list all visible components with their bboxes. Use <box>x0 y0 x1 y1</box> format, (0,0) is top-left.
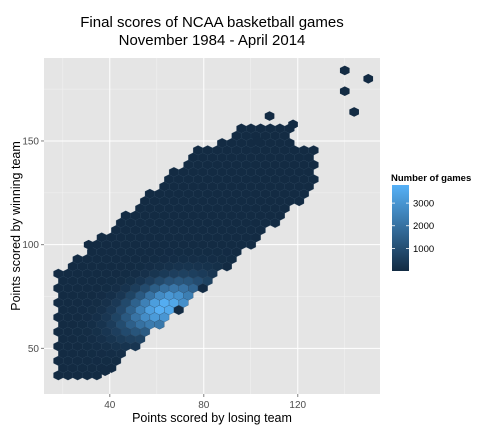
hexbin-outlier-cell <box>100 366 110 377</box>
axis-ticks: 40 80 120 50 100 150 <box>22 136 306 411</box>
legend-tick-label: 3000 <box>413 199 434 210</box>
legend-title: Number of games <box>391 173 471 184</box>
hexbin-cell <box>308 145 319 156</box>
legend-colorbar <box>392 185 409 271</box>
y-axis-title: Points scored by winning team <box>9 141 23 311</box>
hexbin-outlier-cell <box>339 65 350 76</box>
hexagon-layer <box>53 65 374 381</box>
hexbin-outlier-cell <box>253 136 263 146</box>
hexbin-outlier-cell <box>288 119 298 130</box>
hexbin-outlier-cell <box>363 73 374 84</box>
x-tick-label: 120 <box>289 400 306 411</box>
chart-title: Final scores of NCAA basketball games <box>80 14 343 31</box>
y-tick-label: 150 <box>22 136 39 147</box>
y-tick-label: 100 <box>22 240 39 251</box>
hexbin-outlier-cell <box>264 111 275 121</box>
hexbin-outlier-cell <box>349 107 359 117</box>
x-axis-title: Points scored by losing team <box>132 411 292 425</box>
x-tick-label: 40 <box>104 400 116 411</box>
chart-subtitle: November 1984 - April 2014 <box>119 32 306 49</box>
legend: Number of games 1000 2000 3000 <box>391 173 471 271</box>
legend-tick-label: 1000 <box>413 244 434 255</box>
legend-tick-label: 2000 <box>413 221 434 232</box>
x-tick-label: 80 <box>198 400 210 411</box>
hexbin-outlier-cell <box>83 239 94 250</box>
hexbin-outlier-cell <box>339 86 350 97</box>
y-tick-label: 50 <box>28 344 40 355</box>
